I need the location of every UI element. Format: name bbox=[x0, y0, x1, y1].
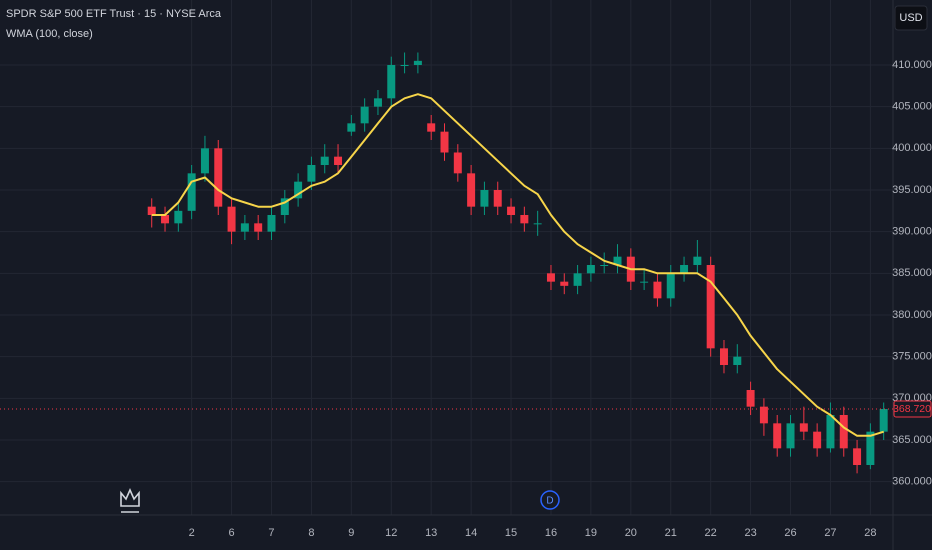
x-tick-label: 27 bbox=[824, 527, 836, 539]
y-tick-label: 360.000 bbox=[892, 476, 932, 488]
candle-body bbox=[453, 152, 462, 174]
last-price-label: 368.720 bbox=[893, 403, 931, 415]
candle-body bbox=[413, 60, 422, 65]
x-tick-label: 2 bbox=[189, 527, 195, 539]
candle-body bbox=[560, 281, 569, 286]
x-tick-label: 23 bbox=[744, 527, 756, 539]
candle-body bbox=[719, 348, 728, 365]
candle-body bbox=[706, 265, 715, 349]
candle-body bbox=[227, 206, 236, 232]
candle-body bbox=[839, 415, 848, 449]
candle-body bbox=[280, 198, 289, 215]
candle-body bbox=[879, 409, 888, 432]
x-tick-label: 21 bbox=[665, 527, 677, 539]
last-price-box bbox=[893, 400, 932, 418]
x-tick-label: 9 bbox=[348, 527, 354, 539]
x-tick-label: 7 bbox=[268, 527, 274, 539]
candle-body bbox=[387, 65, 396, 99]
indicator-line bbox=[151, 93, 884, 437]
candle-body bbox=[440, 131, 449, 153]
candle-body bbox=[147, 206, 156, 215]
x-tick-label: 12 bbox=[385, 527, 397, 539]
y-tick-label: 400.000 bbox=[892, 142, 932, 154]
x-tick-label: 22 bbox=[705, 527, 717, 539]
candle-body bbox=[746, 390, 755, 407]
candle-body bbox=[493, 190, 502, 207]
x-tick-label: 6 bbox=[229, 527, 235, 539]
candle-body bbox=[267, 215, 276, 232]
candle-body bbox=[640, 281, 649, 283]
candle-body bbox=[586, 265, 595, 274]
candle-body bbox=[693, 256, 702, 265]
event-marker[interactable] bbox=[540, 490, 560, 510]
candle-body bbox=[799, 423, 808, 432]
candle-body bbox=[666, 273, 675, 299]
candle-body bbox=[240, 223, 249, 232]
candle-body bbox=[161, 215, 170, 224]
y-tick-label: 375.000 bbox=[892, 351, 932, 363]
event-marker-label[interactable]: D bbox=[546, 496, 553, 507]
candle-body bbox=[254, 223, 263, 232]
candle-body bbox=[759, 406, 768, 424]
candle-body bbox=[613, 256, 622, 265]
currency-label[interactable]: USD bbox=[899, 12, 922, 24]
y-tick-label: 380.000 bbox=[892, 309, 932, 321]
candle-body bbox=[174, 210, 183, 224]
y-tick-label: 365.000 bbox=[892, 434, 932, 446]
candle-body bbox=[520, 215, 529, 224]
x-tick-label: 16 bbox=[545, 527, 557, 539]
candle-body bbox=[347, 123, 356, 132]
candle-body bbox=[334, 156, 343, 165]
x-tick-label: 26 bbox=[784, 527, 796, 539]
candle-body bbox=[853, 448, 862, 465]
candle-body bbox=[200, 148, 209, 174]
candle-body bbox=[546, 273, 555, 282]
candle-body bbox=[373, 98, 382, 107]
candle-body bbox=[187, 173, 196, 211]
x-tick-label: 8 bbox=[308, 527, 314, 539]
y-tick-label: 405.000 bbox=[892, 101, 932, 113]
candle-body bbox=[467, 173, 476, 207]
candle-body bbox=[600, 265, 609, 266]
candle-body bbox=[653, 281, 662, 299]
candle-body bbox=[507, 206, 516, 215]
x-tick-label: 13 bbox=[425, 527, 437, 539]
candle-body bbox=[786, 423, 795, 449]
y-tick-label: 390.000 bbox=[892, 226, 932, 238]
logo[interactable] bbox=[120, 488, 140, 513]
candle-body bbox=[294, 181, 303, 199]
candle-body bbox=[214, 148, 223, 207]
y-tick-label: 385.000 bbox=[892, 267, 932, 279]
y-tick-label: 395.000 bbox=[892, 184, 932, 196]
candle-body bbox=[480, 190, 489, 207]
candle-body bbox=[773, 423, 782, 449]
currency-button[interactable] bbox=[894, 5, 928, 31]
candle-body bbox=[813, 431, 822, 449]
candle-body bbox=[866, 431, 875, 465]
candle-body bbox=[320, 156, 329, 165]
candle-body bbox=[307, 165, 316, 182]
chart-title: SPDR S&P 500 ETF Trust · 15 · NYSE Arca bbox=[6, 8, 222, 20]
plot bbox=[147, 52, 888, 474]
indicator-label: WMA (100, close) bbox=[6, 28, 93, 40]
candle-body bbox=[427, 123, 436, 132]
candle-body bbox=[360, 106, 369, 124]
candle-body bbox=[680, 265, 689, 274]
candle-body bbox=[733, 356, 742, 365]
candle-body bbox=[573, 273, 582, 286]
x-tick-label: 20 bbox=[625, 527, 637, 539]
x-tick-label: 14 bbox=[465, 527, 477, 539]
candle-body bbox=[826, 415, 835, 449]
candle-body bbox=[400, 65, 409, 66]
x-tick-label: 28 bbox=[864, 527, 876, 539]
x-tick-label: 19 bbox=[585, 527, 597, 539]
y-tick-label: 410.000 bbox=[892, 59, 932, 71]
x-tick-label: 15 bbox=[505, 527, 517, 539]
candle-body bbox=[533, 223, 542, 225]
